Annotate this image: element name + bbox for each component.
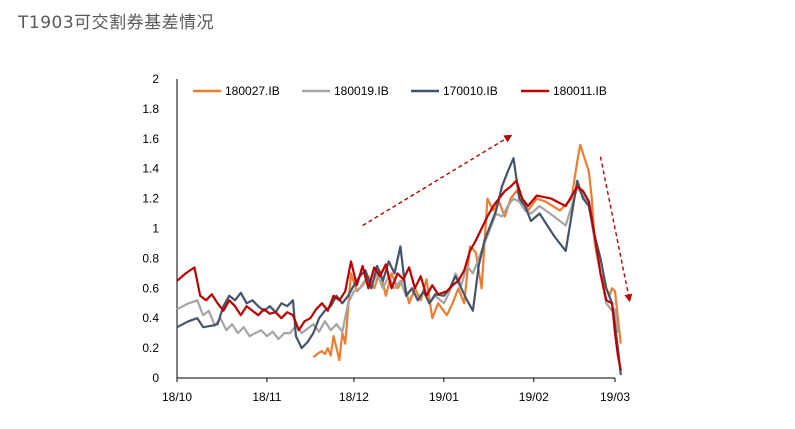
x-tick-label: 19/02 (519, 390, 549, 404)
legend-label: 180027.IB (225, 84, 280, 98)
legend-item: 180011.IB (521, 84, 607, 98)
series-line-180011-ib (176, 179, 622, 371)
y-axis: 0 0.2 0.4 0.6 0.8 1 1.2 1.4 1.6 1.8 2 (142, 72, 178, 385)
y-tick-label: 1.8 (142, 102, 159, 116)
y-tick-label: 2 (152, 72, 159, 86)
x-tick-label: 18/12 (339, 390, 369, 404)
legend-label: 170010.IB (443, 84, 498, 98)
legend-label: 180019.IB (334, 84, 389, 98)
y-tick-label: 0.4 (142, 311, 159, 325)
legend-item: 180019.IB (302, 84, 389, 98)
y-tick-label: 1 (152, 222, 159, 236)
series-line-180027-ib (312, 143, 622, 362)
legend-item: 170010.IB (411, 84, 498, 98)
y-tick-label: 1.2 (142, 192, 159, 206)
trend-arrow (599, 156, 633, 303)
legend: 180027.IB 180019.IB 170010.IB 180011.IB (193, 84, 607, 98)
x-tick-label: 19/03 (600, 390, 630, 404)
y-tick-label: 0.6 (142, 281, 159, 295)
y-tick-label: 0.2 (142, 341, 159, 355)
series-line-180019-ib (176, 187, 619, 341)
series-line-170010-ib (176, 157, 622, 376)
x-tick-label: 18/10 (162, 390, 192, 404)
x-tick-label: 18/11 (252, 390, 281, 404)
annotation-layer (362, 134, 633, 303)
series-layer (176, 143, 622, 376)
page-title: T1903可交割券基差情况 (18, 13, 215, 33)
x-axis: 18/10 18/11 18/12 19/01 19/02 19/03 (162, 377, 630, 404)
y-tick-label: 1.4 (142, 162, 159, 176)
legend-label: 180011.IB (553, 84, 607, 98)
y-tick-label: 1.6 (142, 132, 159, 146)
y-tick-label: 0 (152, 371, 159, 385)
trend-arrow (362, 134, 513, 227)
y-tick-label: 0.8 (142, 251, 159, 265)
x-tick-label: 19/01 (429, 390, 459, 404)
legend-item: 180027.IB (193, 84, 280, 98)
